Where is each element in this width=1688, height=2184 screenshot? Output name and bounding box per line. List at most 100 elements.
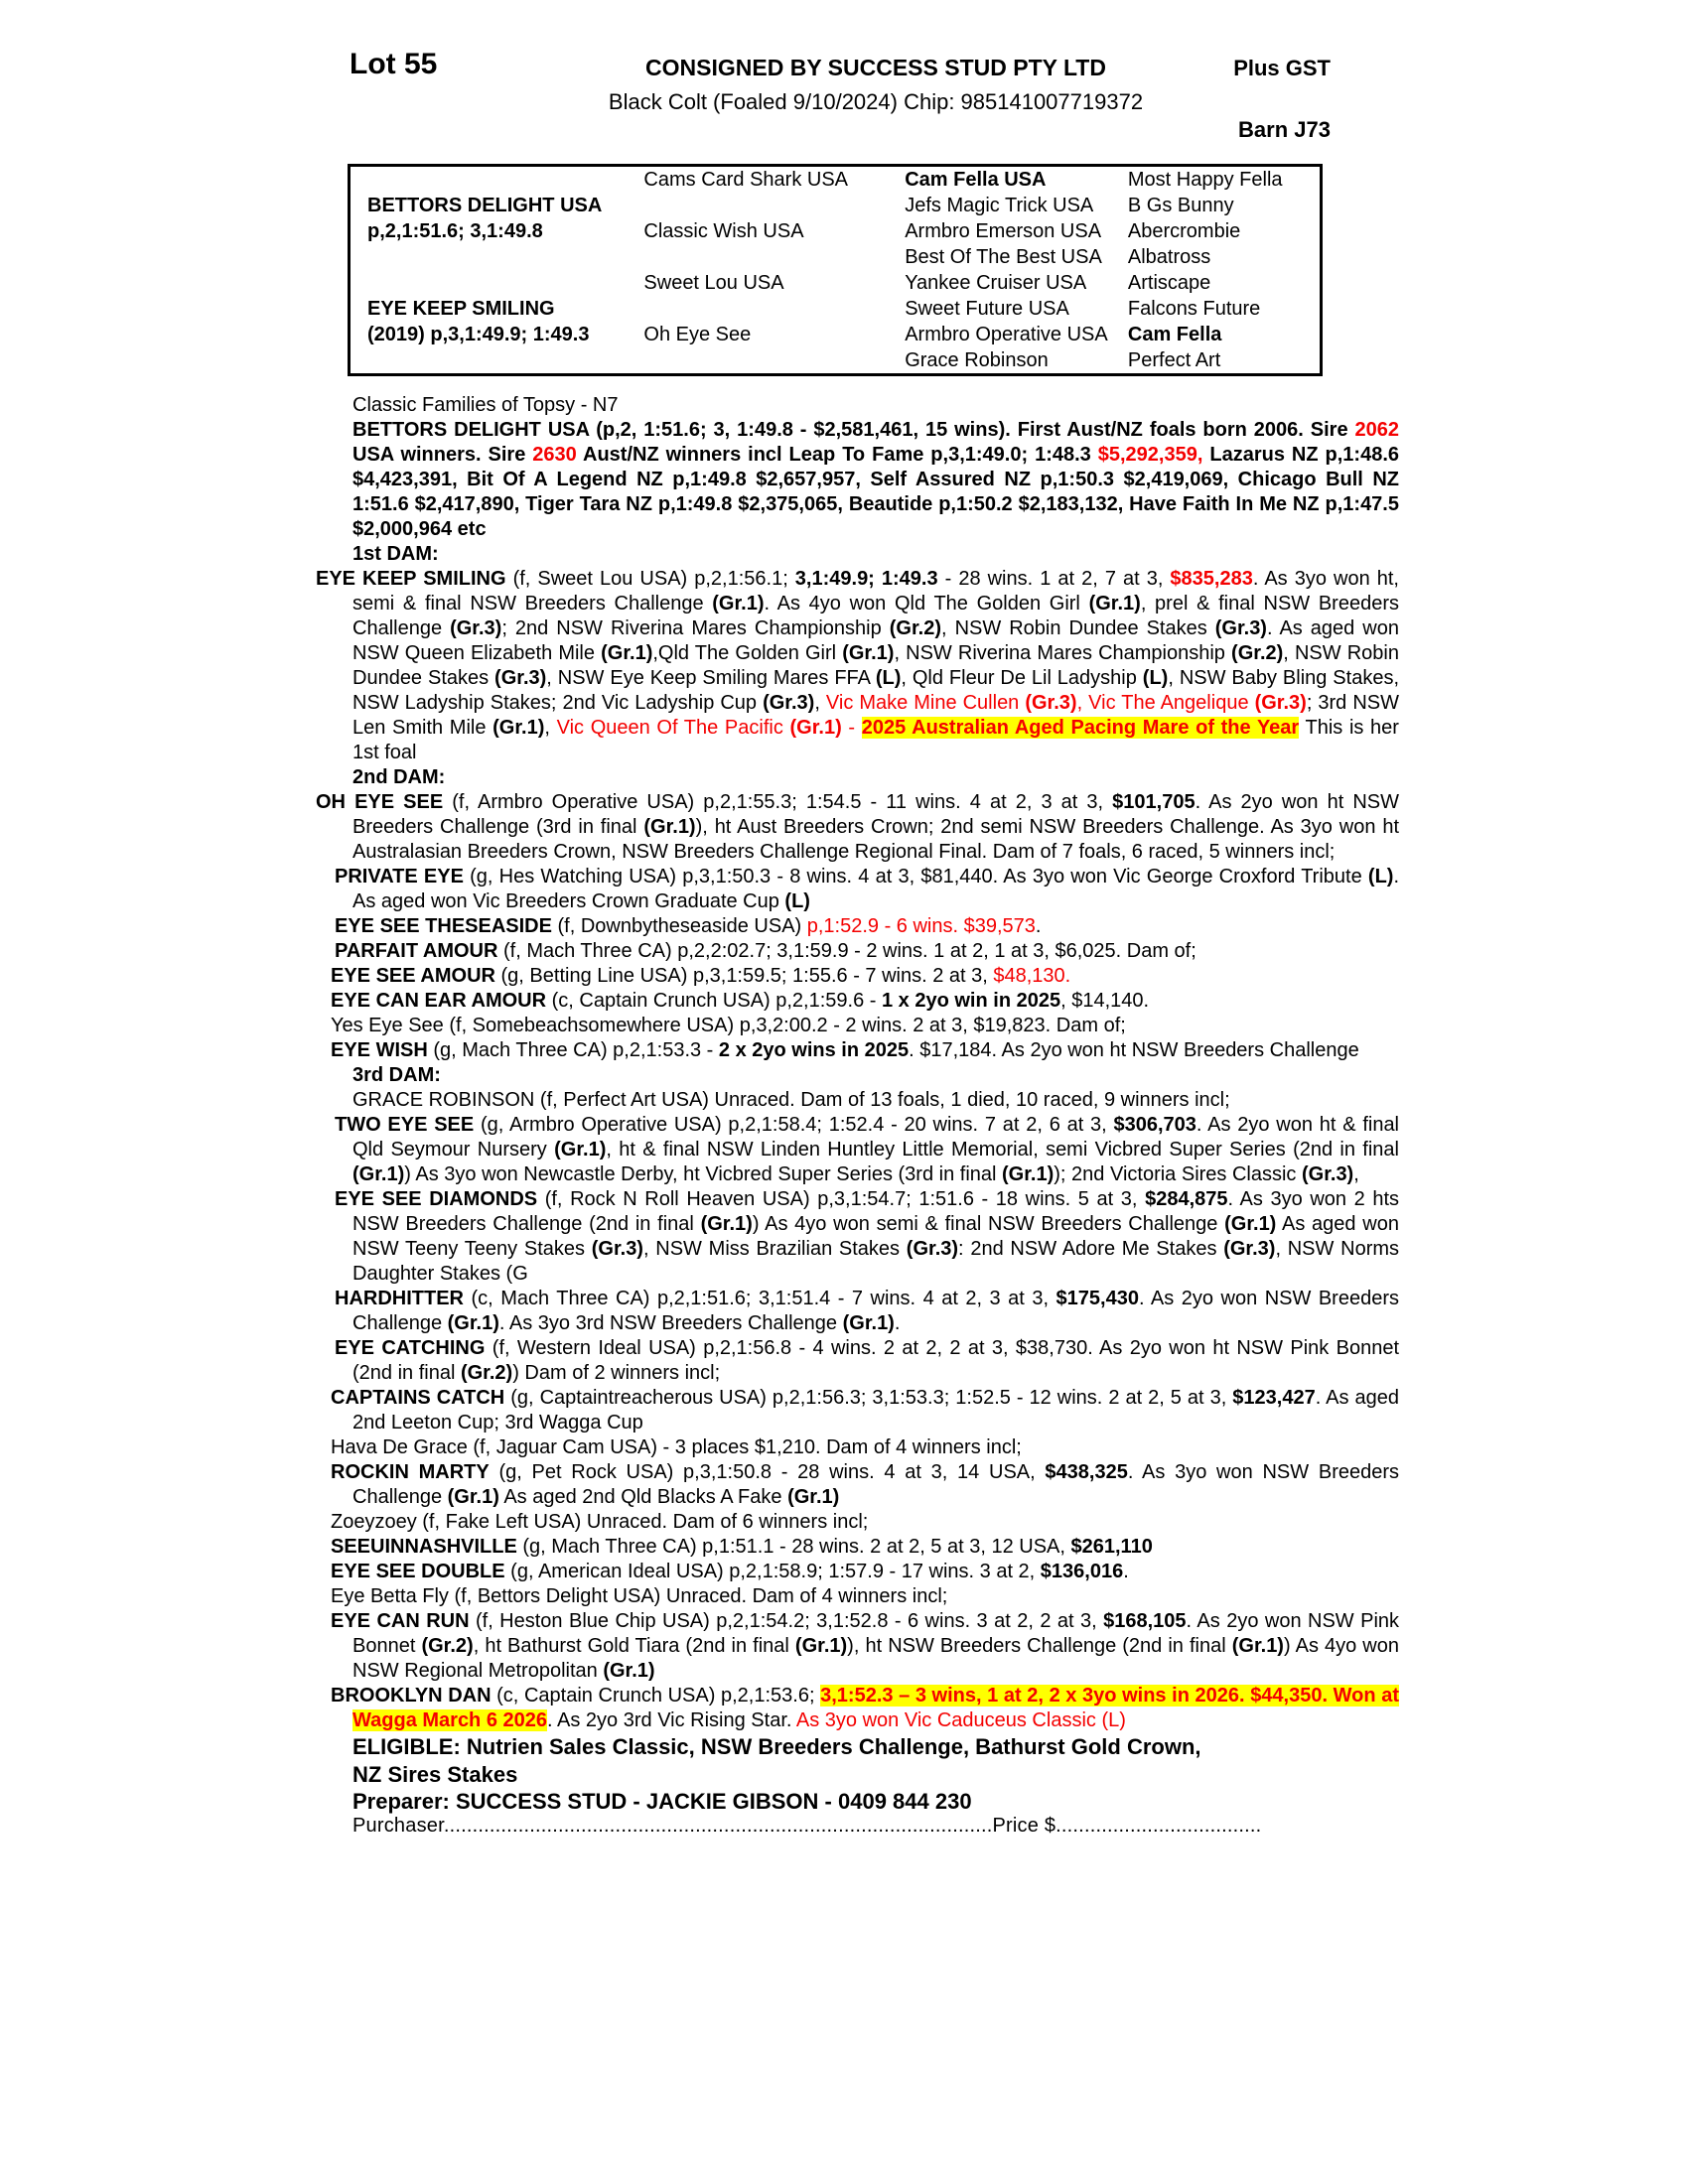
text-run: EYE KEEP SMILING: [316, 568, 506, 590]
text-run: BROOKLYN DAN: [331, 1685, 492, 1706]
entry-parfait-amour: PARFAIT AMOUR (f, Mach Three CA) p,2,2:0…: [335, 939, 1399, 964]
pedigree-cell: Cams Card Shark USA: [643, 169, 849, 191]
pedigree-cell: Jefs Magic Trick USA: [905, 195, 1094, 216]
purchaser-fill-line: ........................................…: [443, 1815, 993, 1837]
text-run: (Gr.1): [1231, 1635, 1284, 1657]
text-run: (Gr.1): [492, 717, 545, 739]
text-run: (Gr.1): [601, 642, 653, 664]
text-run: , $14,140.: [1060, 990, 1150, 1012]
text-run: (Gr.3): [591, 1238, 643, 1260]
text-run: (Gr.1): [1224, 1213, 1277, 1235]
pedigree-cell: Most Happy Fella: [1127, 169, 1283, 191]
entry-two-eye-see: TWO EYE SEE (g, Armbro Operative USA) p,…: [335, 1113, 1400, 1187]
text-run: 1 x 2yo win in 2025: [882, 990, 1061, 1012]
text-run: ROCKIN MARTY: [331, 1461, 490, 1483]
text-run: ; 3rd NSW Len Smith Mile: [352, 692, 1399, 739]
pedigree-text: Classic Families of Topsy - N7 BETTORS D…: [316, 393, 1400, 1839]
text-run: -: [841, 717, 862, 739]
pedigree-cell: B Gs Bunny: [1127, 195, 1234, 216]
text-run: EYE SEE THESEASIDE: [335, 915, 552, 937]
text-run: (Gr.3): [763, 692, 815, 714]
text-run: (L): [1142, 667, 1169, 689]
text-run: . As aged 2nd Leeton Cup; 3rd Wagga Cup: [352, 1387, 1399, 1433]
pedigree-cell: Armbro Operative USA: [905, 324, 1108, 345]
text-run: Vic Make Mine Cullen: [825, 692, 1026, 714]
text-run: (f, Downbytheseaside USA): [551, 915, 807, 937]
pedigree-cell: BETTORS DELIGHT USA: [367, 195, 603, 216]
pedigree-row: Sweet Lou USA Yankee Cruiser USA Artiscape: [350, 270, 1322, 296]
text-run: $835,283: [1170, 568, 1253, 590]
consignor-title: CONSIGNED BY SUCCESS STUD PTY LTD: [645, 55, 1106, 80]
pedigree-cell: [643, 193, 905, 218]
pedigree-cell: Cam Fella USA: [905, 169, 1047, 191]
text-run: . As 3yo won 2 hts NSW Breeders Challeng…: [352, 1188, 1399, 1235]
text-run: . As 3yo 3rd NSW Breeders Challenge: [498, 1312, 843, 1334]
pedigree-cell: (2019) p,3,1:49.9; 1:49.3: [367, 324, 590, 345]
purchaser-label: Purchaser: [352, 1815, 444, 1837]
text-run: (Gr.1): [447, 1312, 499, 1334]
eligible-line: ELIGIBLE: Nutrien Sales Classic, NSW Bre…: [352, 1734, 1201, 1759]
text-run: (Gr.1): [794, 1635, 848, 1657]
text-run: , prel & final NSW Breeders Challenge: [352, 593, 1399, 639]
text-run: OH EYE SEE: [316, 791, 444, 813]
text-run: 3,1:49.9; 1:49.3: [794, 568, 938, 590]
text-run: (Gr.1): [603, 1660, 655, 1682]
text-run: EYE WISH: [331, 1039, 428, 1061]
text-run: (Gr.1): [1088, 593, 1141, 614]
pedigree-cell: [350, 166, 644, 194]
text-run: . As 2yo 3rd Vic Rising Star.: [547, 1709, 796, 1731]
text-run: $261,110: [1070, 1536, 1153, 1558]
text-run: SEEUINNASHVILLE: [331, 1536, 517, 1558]
text-run: (f, Mach Three CA) p,2,2:02.7; 3,1:59.9 …: [497, 940, 1196, 962]
price-fill-line: ....................................: [1055, 1815, 1262, 1837]
entry-yes-eye-see: Yes Eye See (f, Somebeachsomewhere USA) …: [331, 1014, 1399, 1038]
text-run: Yes Eye See (f, Somebeachsomewhere USA) …: [331, 1015, 1126, 1036]
text-run: $123,427: [1232, 1387, 1316, 1409]
entry-captains-catch: CAPTAINS CATCH (g, Captaintreacherous US…: [331, 1386, 1399, 1435]
text-run: ), ht NSW Breeders Challenge (2nd in fin…: [847, 1635, 1232, 1657]
text-run: , NSW Robin Dundee Stakes: [352, 642, 1399, 689]
text-run: (Gr.3): [1223, 1238, 1276, 1260]
pedigree-cell: Cam Fella: [1127, 324, 1222, 345]
text-run: (Gr.3): [494, 667, 547, 689]
entry-grace-robinson: GRACE ROBINSON (f, Perfect Art USA) Unra…: [352, 1088, 1399, 1113]
text-run: EYE SEE DOUBLE: [331, 1561, 505, 1582]
text-run: (Gr.2): [1231, 642, 1284, 664]
text-run: (g, American Ideal USA) p,2,1:58.9; 1:57…: [504, 1561, 1041, 1582]
text-run: (g, Hes Watching USA) p,3,1:50.3 - 8 win…: [463, 866, 1368, 887]
entry-eye-see-theseaside: EYE SEE THESEASIDE (f, Downbytheseaside …: [335, 914, 1399, 939]
text-run: (g, Armbro Operative USA) p,2,1:58.4; 1:…: [474, 1114, 1114, 1136]
text-run: (f, Western Ideal USA) p,2,1:56.8 - 4 wi…: [352, 1337, 1400, 1384]
text-run: $168,105: [1103, 1610, 1187, 1632]
text-run: . As aged won Vic Breeders Crown Graduat…: [352, 866, 1400, 912]
text-run: ) As 4yo won semi & final NSW Breeders C…: [752, 1213, 1225, 1235]
text-run: (Gr.1): [643, 816, 696, 838]
text-run: , ht Bathurst Gold Tiara (2nd in final: [473, 1635, 795, 1657]
pedigree-cell: Grace Robinson: [905, 349, 1049, 371]
text-run: (Gr.2): [889, 617, 941, 639]
text-run: (c, Captain Crunch USA) p,2,1:59.6 -: [546, 990, 882, 1012]
text-run: PRIVATE EYE: [335, 866, 464, 887]
text-run: (f, Armbro Operative USA) p,2,1:55.3; 1:…: [443, 791, 1113, 813]
pedigree-cell: EYE KEEP SMILING: [367, 298, 555, 320]
text-run: ), ht Aust Breeders Crown; 2nd semi NSW …: [352, 816, 1400, 863]
text-run: (Gr.1): [700, 1213, 753, 1235]
text-run: . As 2yo won NSW Pink Bonnet: [352, 1610, 1400, 1657]
text-run: (Gr.1): [787, 1486, 840, 1508]
text-run: . As 2yo won ht & final Qld Seymour Nurs…: [352, 1114, 1400, 1160]
entry-eye-can-ear-amour: EYE CAN EAR AMOUR (c, Captain Crunch USA…: [331, 989, 1399, 1014]
text-run: (f, Rock N Roll Heaven USA) p,3,1:54.7; …: [537, 1188, 1146, 1210]
text-run: , NSW Eye Keep Smiling Mares FFA: [546, 667, 876, 689]
text-run: (Gr.3): [1254, 692, 1307, 714]
entry-zoeyzoey: Zoeyzoey (f, Fake Left USA) Unraced. Dam…: [331, 1510, 1399, 1535]
family-line: Classic Families of Topsy - N7: [352, 393, 1399, 418]
text-run: BETTORS DELIGHT USA (p,2, 1:51.6; 3, 1:4…: [352, 419, 1355, 441]
text-run: (L): [784, 890, 810, 912]
text-run: , NSW Norms Daughter Stakes (G: [352, 1238, 1400, 1285]
pedigree-cell: [350, 270, 644, 296]
text-run: (Gr.3): [1214, 617, 1267, 639]
text-run: (c, Mach Three CA) p,2,1:51.6; 3,1:51.4 …: [464, 1288, 1056, 1309]
text-run: As aged 2nd Qld Blacks A Fake: [498, 1486, 788, 1508]
text-run: PARFAIT AMOUR: [335, 940, 498, 962]
